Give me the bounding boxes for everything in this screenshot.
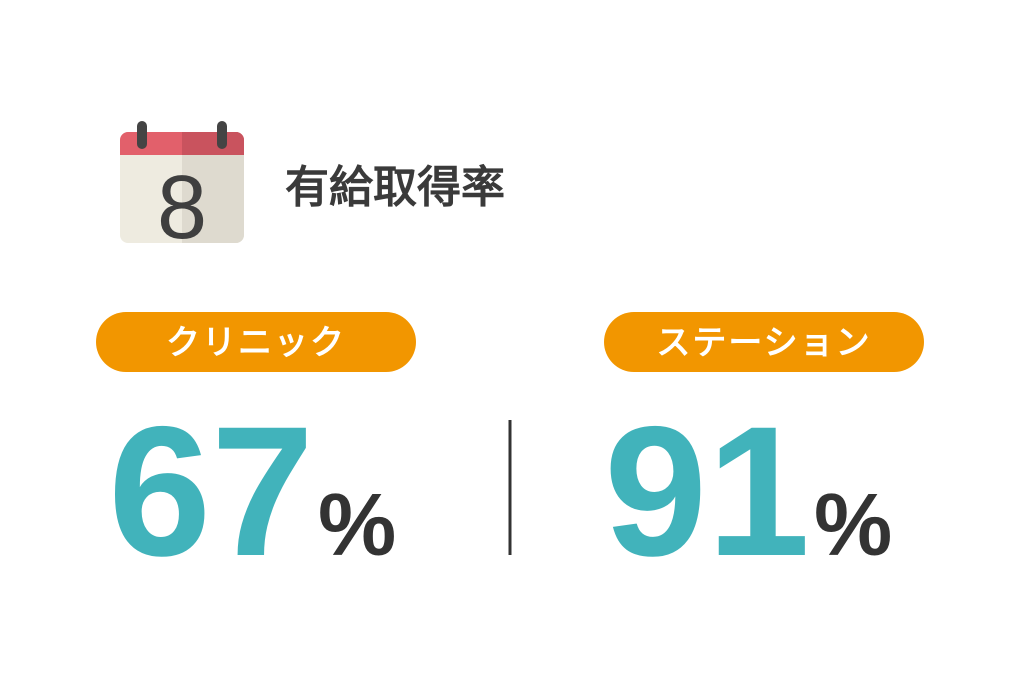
label-pill xyxy=(96,312,416,372)
calendar-ring xyxy=(137,121,147,149)
calendar-icon: 8 xyxy=(120,121,244,258)
stat-label: ステーション xyxy=(656,324,871,362)
stat-unit: % xyxy=(814,475,892,574)
calendar-ring xyxy=(217,121,227,149)
stat-label: クリニック xyxy=(166,324,346,362)
title: 有給取得率 xyxy=(285,163,505,212)
calendar-day: 8 xyxy=(157,158,207,258)
stat-value: 91 xyxy=(604,389,810,595)
label-pill xyxy=(604,312,924,372)
stat-value: 67 xyxy=(108,389,314,595)
calendar-shade xyxy=(182,132,244,243)
calendar-top-shade xyxy=(182,132,244,155)
stat-unit: % xyxy=(318,475,396,574)
